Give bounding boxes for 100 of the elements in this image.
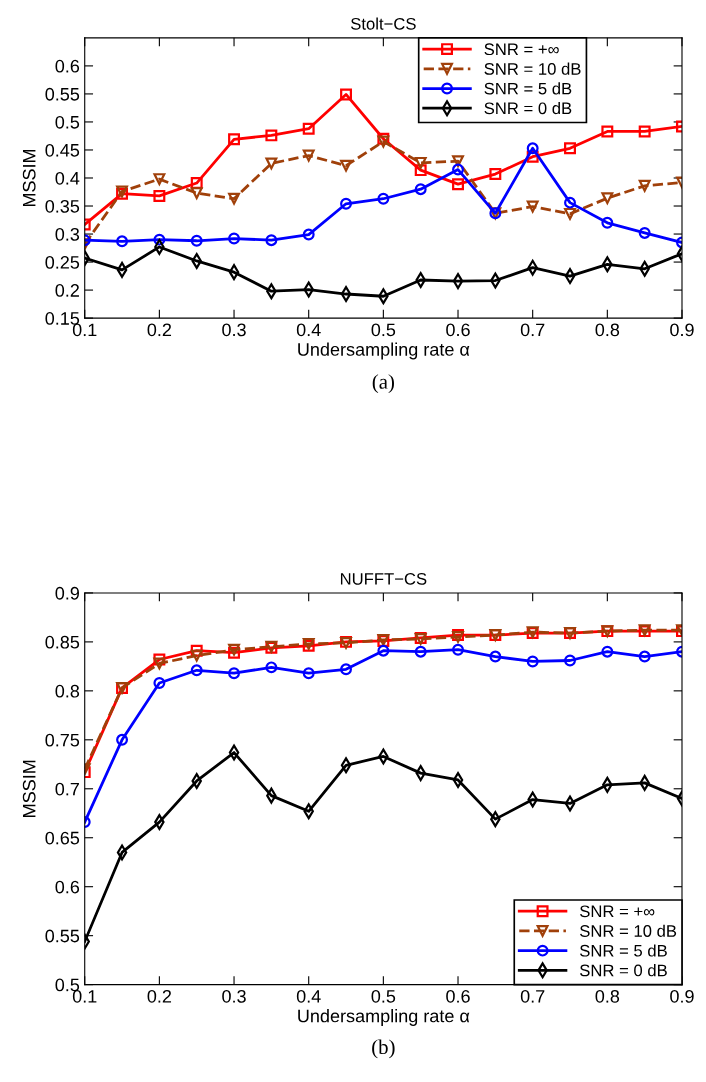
point — [638, 226, 651, 239]
point — [190, 187, 203, 200]
legend-label: SNR = 10 dB — [580, 924, 677, 937]
point — [638, 179, 651, 192]
x-tick-label: 0.9 — [670, 323, 694, 337]
point — [116, 235, 129, 248]
point — [228, 232, 241, 245]
x-axis-title: Undersampling rate α — [298, 1009, 470, 1026]
point — [302, 149, 315, 162]
point — [340, 88, 352, 101]
point — [564, 654, 576, 667]
point — [564, 196, 576, 209]
point — [116, 844, 128, 861]
y-tick-label: 0.25 — [45, 255, 80, 269]
point — [377, 192, 390, 205]
point — [414, 156, 427, 169]
point — [489, 650, 502, 663]
x-axis-title: Undersampling rate α — [298, 342, 470, 360]
x-tick-label: 0.7 — [520, 323, 545, 337]
point — [190, 664, 203, 677]
point — [601, 216, 614, 229]
point — [228, 192, 241, 205]
point — [153, 677, 166, 689]
legend-label: SNR = +∞ — [580, 905, 655, 918]
x-tick-label: 0.2 — [147, 323, 172, 337]
point — [526, 150, 539, 163]
point — [116, 733, 129, 746]
point — [564, 268, 576, 285]
point — [601, 125, 614, 138]
legend-label: SNR = 5 dB — [580, 944, 667, 957]
y-tick-label: 0.15 — [45, 312, 80, 325]
point — [452, 643, 464, 656]
y-tick-label: 0.6 — [55, 880, 80, 894]
point — [414, 183, 427, 196]
point — [340, 286, 352, 302]
y-tick-label: 0.9 — [55, 586, 80, 600]
y-tick-label: 0.65 — [45, 831, 80, 845]
point — [638, 125, 651, 138]
point — [302, 122, 315, 135]
chart-title: Stolt−CS — [351, 17, 416, 30]
x-tick-label: 0.6 — [446, 323, 470, 337]
point — [265, 661, 278, 674]
y-tick-label: 0.3 — [55, 227, 80, 241]
x-tick-label: 0.8 — [595, 989, 620, 1003]
point — [340, 159, 352, 172]
x-tick-label: 0.6 — [446, 989, 470, 1003]
legend-label: SNR = 0 dB — [580, 964, 667, 977]
point — [452, 771, 464, 788]
point — [414, 645, 427, 658]
y-tick-label: 0.8 — [55, 684, 80, 698]
point — [564, 795, 576, 812]
x-tick-label: 0.7 — [520, 989, 545, 1003]
point — [153, 189, 166, 202]
legend-label: SNR = 0 dB — [484, 101, 572, 115]
y-tick-label: 0.4 — [55, 171, 80, 185]
legend-label: SNR = 5 dB — [484, 82, 572, 95]
point — [228, 264, 240, 281]
point — [190, 234, 203, 247]
point — [340, 663, 352, 676]
point — [526, 200, 539, 213]
y-axis-title: MSSIM — [22, 760, 36, 817]
point — [190, 177, 203, 189]
point — [153, 173, 166, 186]
point — [265, 234, 278, 247]
point — [190, 649, 203, 662]
y-tick-label: 0.6 — [55, 59, 80, 73]
point — [526, 142, 539, 155]
y-tick-label: 0.2 — [55, 284, 79, 297]
point — [153, 233, 166, 246]
point — [302, 228, 315, 241]
point — [452, 273, 464, 290]
point — [452, 155, 464, 168]
y-axis-title: MSSIM — [22, 149, 36, 207]
legend-label: SNR = +∞ — [484, 43, 559, 56]
y-tick-label: 0.55 — [45, 929, 80, 943]
y-tick-label: 0.5 — [55, 978, 80, 992]
point — [116, 261, 128, 278]
y-tick-label: 0.85 — [45, 635, 80, 649]
point — [153, 653, 166, 666]
point — [452, 178, 464, 191]
point — [228, 667, 241, 680]
y-tick-label: 0.7 — [55, 782, 79, 796]
point — [265, 129, 278, 142]
point — [153, 657, 166, 670]
chart-title: NUFFT−CS — [340, 572, 427, 585]
text: (b) — [372, 1039, 395, 1059]
point — [190, 644, 203, 657]
x-tick-label: 0.8 — [595, 323, 620, 337]
x-tick-label: 0.4 — [296, 989, 321, 1003]
point — [489, 168, 502, 181]
x-tick-label: 0.5 — [371, 989, 396, 1003]
text: (a) — [372, 374, 394, 394]
legend-label: SNR = 10 dB — [484, 62, 581, 75]
point — [452, 163, 464, 176]
y-tick-label: 0.35 — [45, 199, 80, 213]
point — [340, 197, 352, 210]
x-tick-label: 0.5 — [371, 323, 396, 337]
point — [526, 655, 539, 668]
point — [228, 133, 241, 146]
x-tick-label: 0.1 — [72, 323, 97, 337]
